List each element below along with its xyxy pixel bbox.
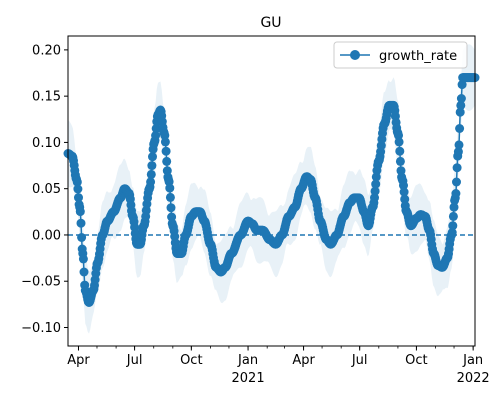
y-tick-label: −0.10	[21, 321, 61, 336]
series-growth-rate	[63, 73, 480, 307]
data-point	[146, 177, 156, 187]
plot-frame	[67, 35, 476, 347]
data-point	[370, 186, 380, 196]
data-point	[148, 152, 157, 162]
data-point	[72, 177, 82, 187]
y-tick-label: 0.15	[32, 90, 61, 105]
data-point	[166, 203, 176, 213]
data-point	[395, 146, 405, 156]
y-tick-label: 0.05	[32, 182, 61, 197]
data-point	[399, 187, 409, 197]
data-point	[160, 137, 170, 147]
x-tick-label: Jul	[126, 353, 143, 368]
data-point	[455, 107, 465, 117]
y-tick-label: 0.00	[32, 228, 61, 243]
data-point	[146, 169, 156, 179]
data-point	[165, 183, 175, 193]
x-tick-label: Oct	[180, 353, 202, 368]
data-point	[449, 202, 459, 212]
data-point	[73, 184, 83, 194]
x-tick-year-label: 2022	[457, 371, 490, 386]
data-point	[76, 218, 86, 228]
data-point	[453, 147, 463, 157]
x-tick-label: Apr	[67, 353, 90, 368]
data-point	[78, 254, 88, 264]
legend: growth_rate	[333, 41, 468, 69]
data-point	[451, 189, 461, 198]
y-tick-label: 0.20	[32, 43, 61, 58]
x-tick-label: Jan	[462, 353, 483, 368]
data-point	[151, 131, 161, 140]
x-tick-year-label: 2021	[232, 371, 265, 386]
legend-marker	[350, 50, 360, 60]
data-point	[74, 193, 83, 203]
data-point	[77, 233, 87, 242]
data-point	[456, 100, 466, 110]
data-point	[161, 146, 171, 156]
data-point	[457, 80, 467, 90]
data-point	[452, 177, 461, 187]
data-point	[454, 140, 464, 150]
legend-label: growth_rate	[379, 49, 457, 64]
y-tick-label: −0.05	[21, 275, 61, 290]
data-point	[165, 192, 175, 202]
data-point	[455, 124, 465, 133]
data-point	[394, 137, 404, 147]
x-tick-label: Jul	[351, 353, 368, 368]
legend-box	[333, 41, 468, 69]
data-point	[447, 228, 457, 237]
data-point	[456, 94, 466, 103]
data-point	[79, 267, 89, 277]
data-point	[151, 124, 161, 133]
x-tick-label: Apr	[292, 353, 315, 368]
chart-title: GU	[260, 15, 281, 31]
data-point	[370, 193, 379, 203]
data-point	[75, 207, 85, 217]
data-point	[448, 221, 458, 231]
axes: −0.10 −0.05 0.00 0.05 0.10 0.15 0.20 Apr Jul Oct J…	[21, 35, 490, 386]
data-point	[371, 179, 381, 189]
data-point	[448, 211, 458, 221]
y-tick-label: 0.10	[32, 136, 61, 151]
data-point	[399, 181, 408, 190]
data-point	[162, 156, 172, 166]
data-point	[395, 156, 405, 166]
data-point	[452, 163, 462, 173]
data-point	[147, 161, 157, 171]
x-tick-label: Jan	[237, 353, 258, 368]
x-tick-label: Oct	[405, 353, 427, 368]
data-point	[400, 194, 410, 204]
